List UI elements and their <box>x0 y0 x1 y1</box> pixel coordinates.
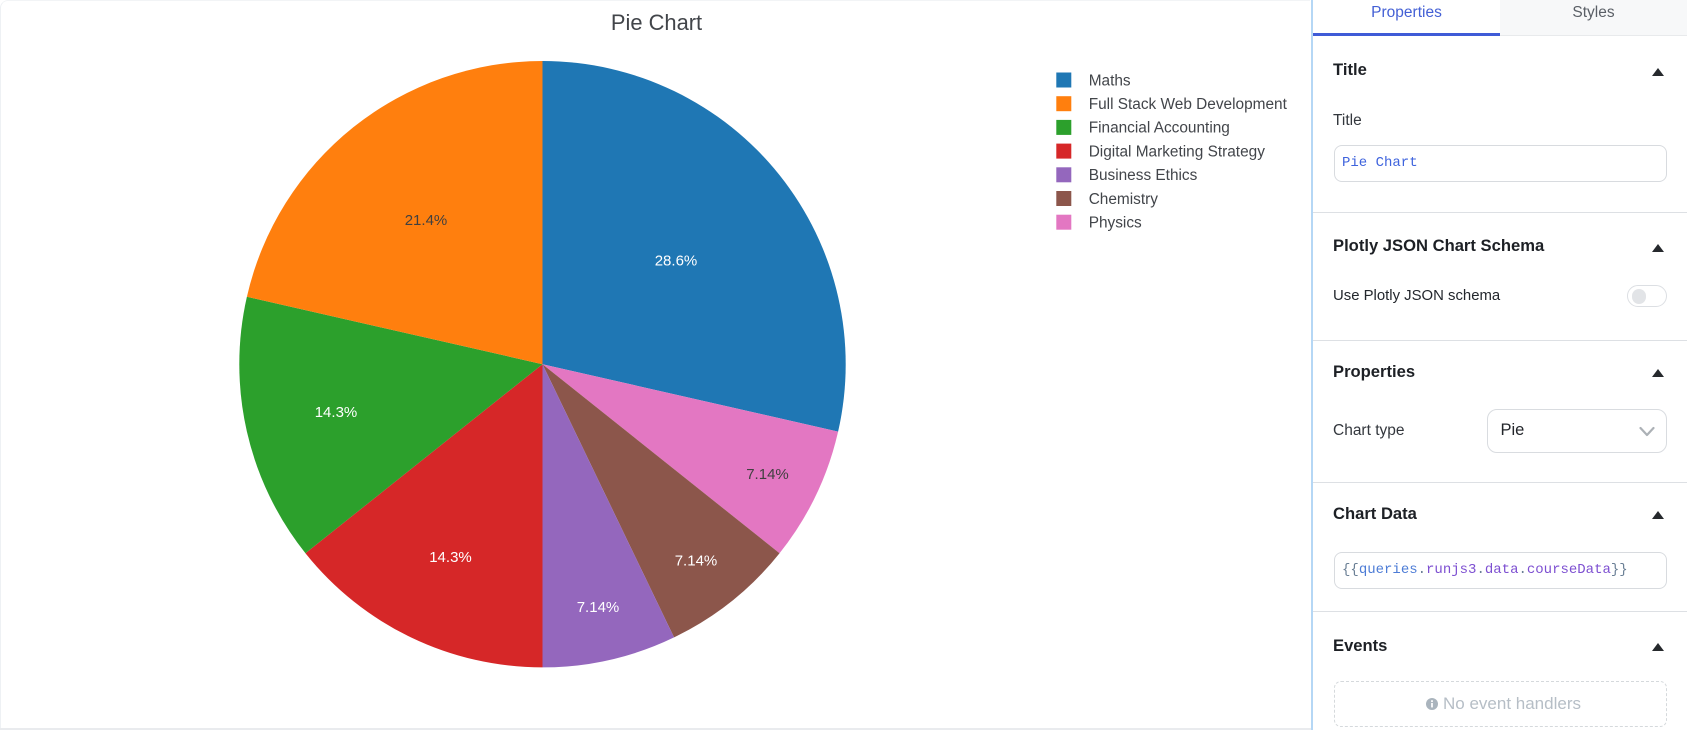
svg-text:Chemistry: Chemistry <box>1089 191 1159 208</box>
svg-text:7.14%: 7.14% <box>675 552 718 569</box>
svg-text:Physics: Physics <box>1089 215 1142 232</box>
svg-text:Business Ethics: Business Ethics <box>1089 167 1198 184</box>
svg-text:21.4%: 21.4% <box>405 212 448 229</box>
svg-text:14.3%: 14.3% <box>315 404 358 421</box>
svg-text:Pie Chart: Pie Chart <box>611 10 702 35</box>
svg-text:Full Stack Web Development: Full Stack Web Development <box>1089 96 1288 113</box>
svg-text:28.6%: 28.6% <box>655 252 698 269</box>
svg-text:Maths: Maths <box>1089 72 1131 89</box>
svg-text:7.14%: 7.14% <box>577 599 620 616</box>
svg-text:14.3%: 14.3% <box>429 549 472 566</box>
svg-text:7.14%: 7.14% <box>746 466 789 483</box>
svg-text:Digital Marketing Strategy: Digital Marketing Strategy <box>1089 143 1266 160</box>
svg-text:Financial Accounting: Financial Accounting <box>1089 120 1230 137</box>
